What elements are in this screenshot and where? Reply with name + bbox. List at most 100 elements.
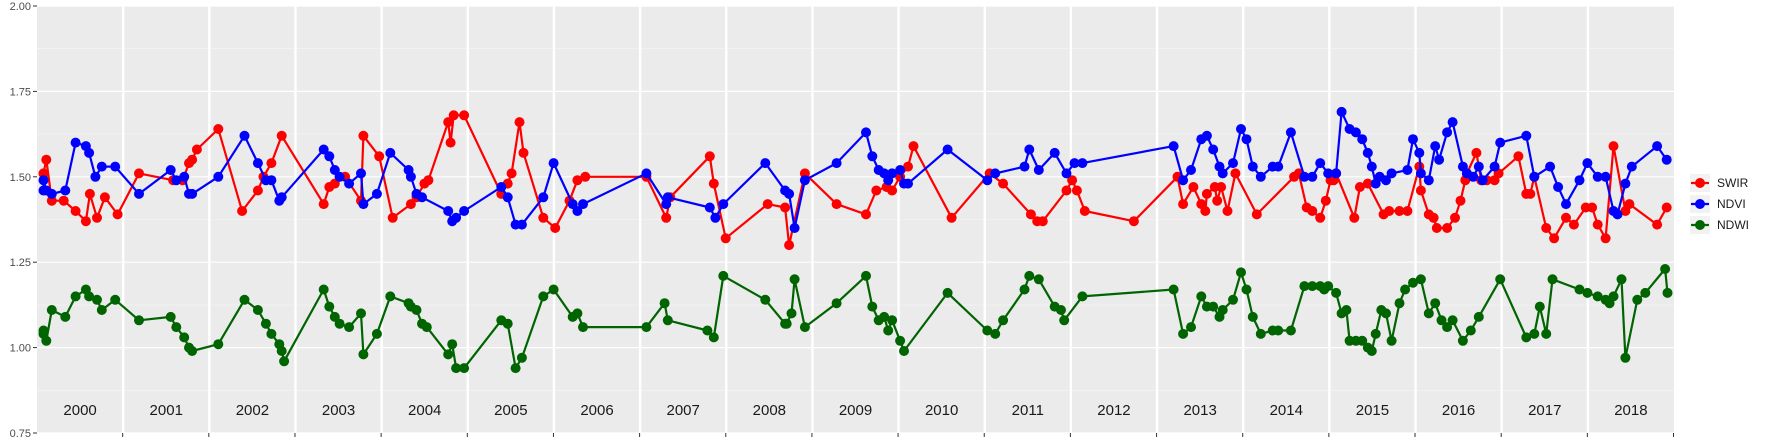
ndvi-point — [1430, 141, 1441, 152]
ndwi-point — [421, 322, 432, 333]
ndwi-point — [1077, 291, 1088, 302]
swir-point — [237, 206, 248, 216]
year-label-2000: 2000 — [63, 402, 96, 419]
ndwi-point — [252, 305, 263, 315]
ndwi-point — [447, 339, 458, 350]
year-label-2005: 2005 — [494, 402, 527, 419]
swir-point — [358, 130, 369, 141]
y-tick-label: 1.00 — [10, 343, 31, 355]
swir-point — [1525, 188, 1536, 199]
ndvi-point — [1323, 168, 1334, 179]
legend: SWIR NDVI NDWI — [1690, 174, 1749, 234]
y-tick-label: 1.25 — [10, 257, 31, 269]
ndwi-point — [334, 318, 345, 329]
swir-point — [213, 124, 224, 134]
swir-point — [191, 144, 202, 155]
ndwi-point — [1168, 284, 1179, 295]
swir-point — [708, 178, 719, 189]
ndwi-point — [1408, 277, 1418, 288]
ndwi-point — [70, 291, 81, 302]
swir-point — [252, 185, 263, 196]
ndwi-point — [1285, 325, 1296, 336]
swir-point — [1230, 168, 1241, 179]
ndvi-point — [1381, 175, 1391, 186]
ndwi-point — [1442, 322, 1453, 333]
ndvi-point — [385, 147, 396, 158]
swir-point — [448, 110, 459, 121]
ndvi-point — [451, 212, 462, 223]
ndvi-point — [1408, 134, 1418, 145]
ndvi-point — [356, 168, 366, 179]
ndvi-point — [704, 202, 715, 213]
ndvi-point — [867, 151, 878, 162]
ndwi-point — [213, 339, 224, 350]
ndvi-point — [1350, 127, 1361, 138]
ndvi-point — [1529, 171, 1540, 182]
swir-point — [112, 209, 123, 220]
swir-point — [445, 137, 456, 148]
ndwi-point — [867, 301, 878, 312]
swir-point — [276, 130, 287, 141]
ndwi-point — [510, 363, 521, 374]
swir-point — [1592, 219, 1603, 230]
ndwi-point — [371, 328, 382, 339]
ndwi-point — [1400, 284, 1411, 295]
ndvi-point — [1307, 171, 1318, 182]
swir-point — [518, 147, 529, 158]
swir-point — [58, 195, 69, 206]
y-tick-label: 0.75 — [10, 428, 31, 440]
ndwi-point — [60, 311, 71, 322]
ndwi-point — [443, 349, 454, 360]
swir-point — [538, 212, 549, 223]
ndwi-point — [1430, 298, 1441, 309]
ndvi-point — [1414, 147, 1425, 158]
ndvi-point — [1049, 147, 1060, 158]
series-layer — [38, 106, 1673, 374]
ndvi-point — [1299, 171, 1310, 182]
ndvi-point — [502, 192, 513, 203]
swir-point — [903, 161, 913, 172]
ndwi-point — [266, 328, 277, 339]
year-label-2006: 2006 — [580, 402, 613, 419]
swir-point — [550, 223, 561, 233]
swir-point — [1450, 212, 1460, 223]
ndwi-point — [260, 318, 271, 329]
swir-point — [1428, 212, 1439, 223]
ndwi-point — [84, 291, 95, 302]
ndvi-point — [405, 171, 416, 182]
year-label-2013: 2013 — [1183, 402, 1216, 419]
ndvi-point — [1178, 175, 1189, 186]
swir-point — [423, 175, 434, 186]
ndvi-point — [84, 147, 95, 158]
year-label-2015: 2015 — [1356, 402, 1389, 419]
ndvi-point — [1357, 134, 1368, 145]
swir-point — [92, 212, 102, 223]
ndwi-point — [1056, 305, 1066, 315]
ndvi-point — [1447, 117, 1458, 128]
legend-label-ndvi: NDVI — [1717, 197, 1746, 211]
ndwi-point — [1236, 267, 1246, 278]
swir-point — [1128, 216, 1139, 227]
ndwi-point — [1299, 281, 1310, 292]
ndwi-point — [641, 322, 652, 333]
ndvi-point — [1473, 161, 1484, 172]
ndwi-point — [239, 294, 250, 305]
swir-point — [831, 199, 842, 210]
ndwi-point — [1196, 291, 1207, 302]
ndwi-point — [1307, 281, 1318, 292]
swir-point — [1216, 182, 1227, 192]
year-label-2001: 2001 — [150, 402, 183, 419]
swir-point — [1071, 185, 1082, 196]
swir-point — [1608, 141, 1619, 152]
swir-point — [946, 212, 957, 223]
ndwi-point — [1436, 315, 1447, 326]
ndvi-point — [165, 165, 176, 175]
ndwi-point — [502, 318, 513, 329]
swir-point — [1431, 223, 1442, 233]
year-label-2018: 2018 — [1614, 402, 1647, 419]
swir-point — [704, 151, 715, 162]
ndwi-point — [887, 315, 898, 326]
ndvi-point — [1626, 161, 1637, 172]
ndvi-point — [1612, 209, 1623, 220]
swir-point — [1061, 185, 1072, 196]
